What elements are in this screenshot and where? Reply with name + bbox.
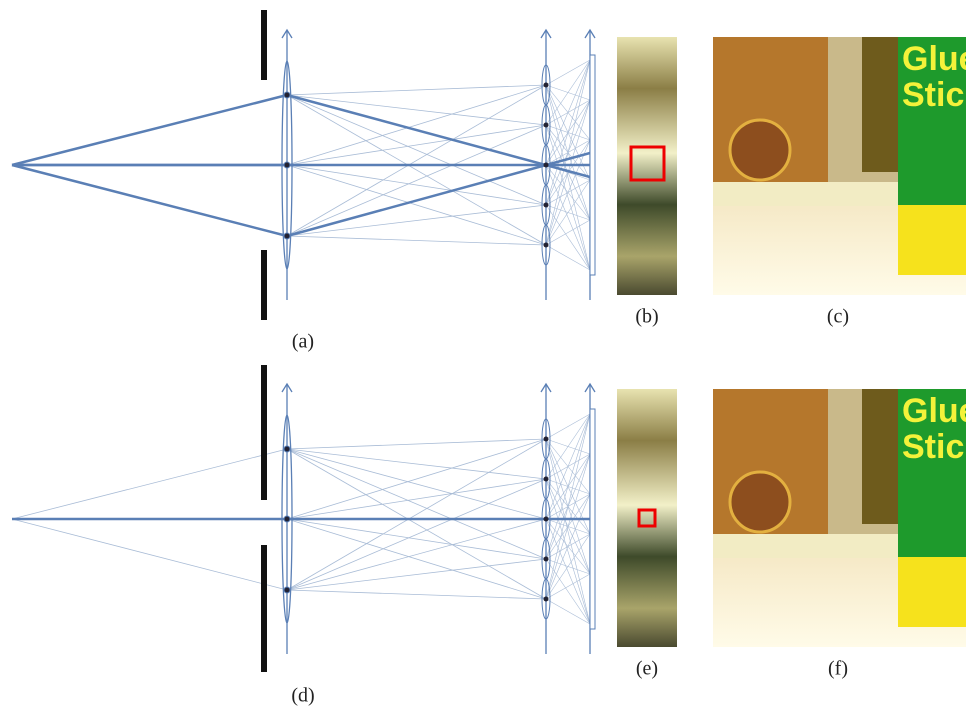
lens-point bbox=[284, 233, 290, 239]
panel-label: (f) bbox=[828, 658, 848, 680]
aperture bbox=[261, 10, 267, 80]
ray bbox=[287, 125, 546, 236]
photo-text: Stick bbox=[902, 428, 966, 466]
lens-point bbox=[284, 516, 290, 522]
lens-point bbox=[544, 203, 549, 208]
ray bbox=[287, 449, 546, 559]
ray bbox=[546, 414, 590, 559]
aperture bbox=[261, 365, 267, 500]
photo-battery bbox=[862, 389, 898, 524]
ray bbox=[287, 519, 546, 599]
lens-point bbox=[284, 587, 290, 593]
ray bbox=[12, 95, 287, 165]
ray bbox=[287, 449, 546, 599]
strip-image bbox=[617, 37, 677, 295]
lens-point bbox=[544, 83, 549, 88]
strip-image bbox=[617, 389, 677, 647]
sensor bbox=[590, 409, 595, 629]
ray bbox=[287, 236, 546, 245]
ray bbox=[546, 454, 590, 599]
lens-point bbox=[544, 597, 549, 602]
photo-cup-pattern bbox=[730, 472, 790, 532]
ray bbox=[546, 479, 590, 624]
lens-point bbox=[544, 163, 549, 168]
ray bbox=[546, 60, 590, 205]
photo-glue-base bbox=[898, 557, 966, 627]
ray bbox=[287, 479, 546, 590]
ray bbox=[12, 519, 287, 590]
photo-ruler bbox=[713, 182, 903, 206]
lens-point bbox=[544, 123, 549, 128]
ray bbox=[287, 205, 546, 236]
panel-label: (b) bbox=[635, 306, 658, 328]
ray bbox=[546, 125, 590, 270]
ray bbox=[287, 85, 546, 95]
panel-label: (a) bbox=[292, 331, 314, 353]
panel-label: (d) bbox=[291, 685, 314, 707]
ray bbox=[546, 559, 590, 624]
ray bbox=[287, 590, 546, 599]
photo-text: Glue bbox=[902, 40, 966, 78]
sensor bbox=[590, 55, 595, 275]
ray bbox=[287, 85, 546, 236]
ray bbox=[287, 519, 546, 559]
lens-point bbox=[284, 162, 290, 168]
lens-point bbox=[544, 517, 549, 522]
panel-label: (e) bbox=[636, 658, 658, 680]
aperture bbox=[261, 545, 267, 672]
ray bbox=[287, 95, 546, 205]
ray bbox=[287, 439, 546, 449]
lens-point bbox=[544, 477, 549, 482]
ray bbox=[287, 519, 546, 590]
lens-point bbox=[544, 437, 549, 442]
photo-ruler bbox=[713, 534, 903, 558]
ray bbox=[287, 165, 546, 245]
ray bbox=[287, 165, 546, 205]
ray bbox=[287, 95, 546, 125]
figure: GlueStickGlueStick(a)(b)(c)(d)(e)(f) bbox=[0, 0, 966, 710]
ray bbox=[287, 559, 546, 590]
lens-point bbox=[284, 446, 290, 452]
lens-point bbox=[544, 243, 549, 248]
ray bbox=[287, 85, 546, 165]
aperture bbox=[261, 250, 267, 320]
lens-point bbox=[284, 92, 290, 98]
ray bbox=[287, 439, 546, 590]
ray bbox=[287, 95, 546, 245]
photo-text: Stick bbox=[902, 76, 966, 114]
ray bbox=[287, 449, 546, 519]
ray bbox=[12, 449, 287, 519]
photo-cup-pattern bbox=[730, 120, 790, 180]
photo-battery bbox=[862, 37, 898, 172]
ray bbox=[12, 165, 287, 236]
ray bbox=[287, 439, 546, 519]
photo-glue-base bbox=[898, 205, 966, 275]
lens-point bbox=[544, 557, 549, 562]
ray bbox=[287, 479, 546, 519]
photo-text: Glue bbox=[902, 392, 966, 430]
ray bbox=[287, 449, 546, 479]
panel-label: (c) bbox=[827, 306, 849, 328]
ray bbox=[546, 100, 590, 245]
ray bbox=[546, 205, 590, 270]
